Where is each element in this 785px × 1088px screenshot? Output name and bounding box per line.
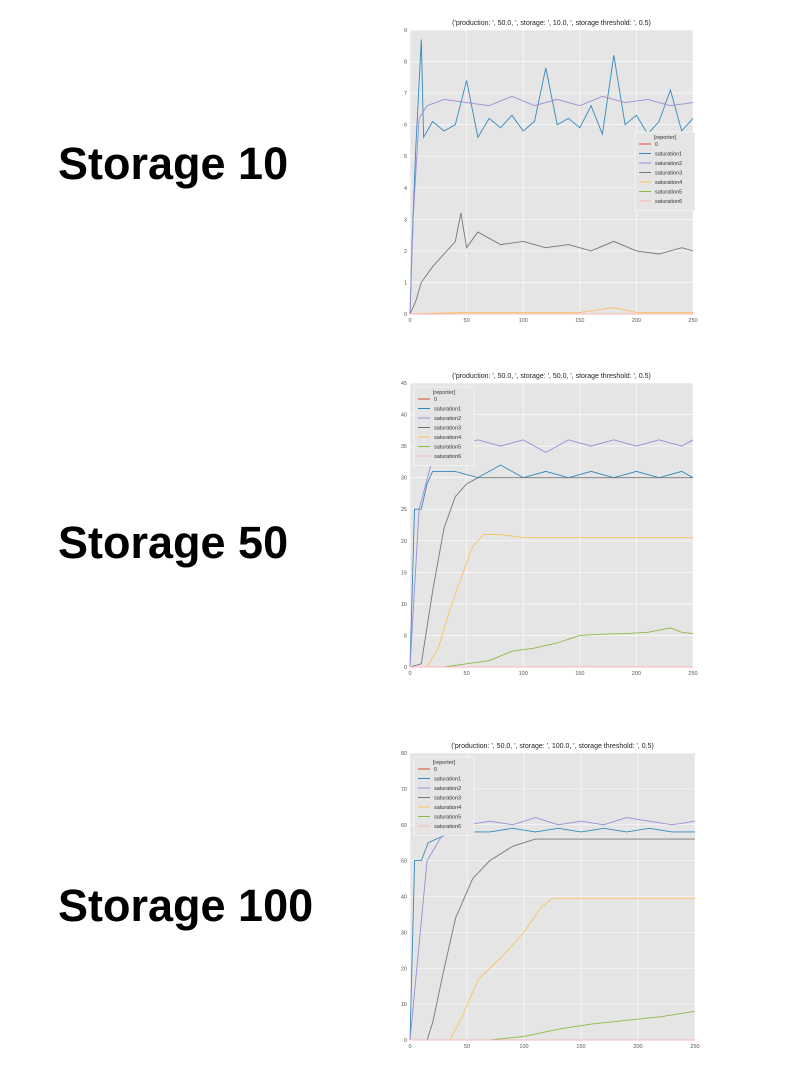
y-tick-label: 2 — [404, 249, 407, 255]
legend-entry: saturation2 — [434, 416, 461, 422]
y-tick-label: 45 — [401, 381, 407, 387]
y-tick-label: 40 — [401, 895, 407, 901]
legend-entry: 0 — [434, 767, 437, 773]
x-tick-label: 100 — [519, 1044, 528, 1050]
legend-entry: saturation4 — [434, 435, 461, 441]
y-tick-label: 50 — [401, 859, 407, 865]
series-line-saturation3 — [410, 838, 695, 1041]
x-tick-label: 250 — [688, 318, 697, 324]
legend-entry: saturation1 — [434, 407, 461, 413]
x-tick-label: 0 — [408, 671, 411, 677]
y-tick-label: 30 — [401, 930, 407, 936]
y-tick-label: 5 — [404, 633, 407, 639]
legend-title: [reporter] — [433, 390, 456, 396]
series-line-saturation1 — [409, 827, 695, 1041]
y-tick-label: 9 — [404, 28, 407, 34]
legend-entry: saturation2 — [655, 161, 682, 167]
x-tick-label: 150 — [575, 671, 584, 677]
legend-title: [reporter] — [433, 760, 456, 766]
chart-storage-50: ('production: ', 50.0, ', storage: ', 50… — [401, 373, 698, 677]
x-tick-label: 0 — [408, 318, 411, 324]
x-tick-label: 100 — [519, 671, 528, 677]
x-tick-label: 0 — [408, 1044, 411, 1050]
x-tick-label: 200 — [632, 318, 641, 324]
y-tick-label: 7 — [404, 91, 407, 97]
legend-entry: 0 — [434, 397, 437, 403]
legend-entry: saturation3 — [434, 426, 461, 432]
x-tick-label: 50 — [464, 671, 470, 677]
y-tick-label: 20 — [401, 966, 407, 972]
series-line-saturation2 — [409, 95, 694, 315]
y-tick-label: 70 — [401, 787, 407, 793]
x-tick-label: 100 — [519, 318, 528, 324]
series-line-saturation5 — [410, 1010, 696, 1041]
legend-title: [reporter] — [654, 135, 677, 141]
legend-box — [413, 756, 475, 836]
legend-entry: saturation1 — [434, 777, 461, 783]
x-tick-label: 50 — [464, 1044, 470, 1050]
y-tick-label: 30 — [401, 476, 407, 482]
y-tick-label: 20 — [401, 539, 407, 545]
y-tick-label: 60 — [401, 823, 407, 829]
legend-entry: saturation4 — [434, 805, 461, 811]
y-tick-label: 4 — [404, 186, 407, 192]
series-line-saturation3 — [409, 477, 693, 668]
y-tick-label: 1 — [404, 280, 407, 286]
y-tick-label: 15 — [401, 570, 407, 576]
legend-box — [413, 386, 475, 466]
heading-storage-10: Storage 10 — [58, 138, 289, 189]
legend-entry: saturation3 — [434, 796, 461, 802]
series-line-saturation1 — [409, 39, 694, 315]
legend-entry: saturation6 — [434, 824, 461, 830]
legend-entry: saturation5 — [434, 815, 461, 821]
chart-title: ('production: ', 50.0, ', storage: ', 50… — [452, 373, 651, 380]
series-line-saturation3 — [409, 212, 694, 315]
y-tick-label: 0 — [404, 1038, 407, 1044]
y-tick-label: 25 — [401, 507, 407, 513]
legend-box — [634, 131, 696, 211]
y-tick-label: 8 — [404, 60, 407, 66]
series-line-saturation4 — [410, 897, 695, 1041]
heading-storage-50: Storage 50 — [58, 517, 289, 568]
chart-title: ('production: ', 50.0, ', storage: ', 10… — [451, 743, 654, 750]
legend-entry: saturation6 — [434, 454, 461, 460]
legend-entry: saturation5 — [434, 445, 461, 451]
x-tick-label: 50 — [464, 318, 470, 324]
heading-storage-100: Storage 100 — [58, 880, 314, 931]
x-tick-label: 150 — [575, 318, 584, 324]
legend-entry: saturation6 — [655, 199, 682, 205]
legend-entry: saturation2 — [434, 786, 461, 792]
y-tick-label: 0 — [404, 312, 407, 318]
legend-entry: saturation3 — [655, 171, 682, 177]
y-tick-label: 0 — [404, 665, 407, 671]
x-tick-label: 200 — [632, 671, 641, 677]
chart-storage-100: ('production: ', 50.0, ', storage: ', 10… — [401, 743, 700, 1050]
x-tick-label: 150 — [576, 1044, 585, 1050]
y-tick-label: 40 — [401, 413, 407, 419]
y-tick-label: 10 — [401, 602, 407, 608]
y-tick-label: 10 — [401, 1002, 407, 1008]
y-tick-label: 6 — [404, 123, 407, 129]
legend-entry: 0 — [655, 142, 658, 148]
legend-entry: saturation4 — [655, 180, 682, 186]
legend-entry: saturation5 — [655, 190, 682, 196]
x-tick-label: 200 — [633, 1044, 642, 1050]
series-line-saturation4 — [410, 534, 693, 668]
x-tick-label: 250 — [690, 1044, 699, 1050]
y-tick-label: 3 — [404, 217, 407, 223]
y-tick-label: 80 — [401, 751, 407, 757]
legend-entry: saturation1 — [655, 152, 682, 158]
y-tick-label: 35 — [401, 444, 407, 450]
chart-title: ('production: ', 50.0, ', storage: ', 10… — [452, 20, 651, 27]
x-tick-label: 250 — [688, 671, 697, 677]
series-line-saturation5 — [410, 627, 694, 668]
y-tick-label: 5 — [404, 154, 407, 160]
chart-storage-10: ('production: ', 50.0, ', storage: ', 10… — [404, 20, 698, 324]
series-line-saturation4 — [409, 307, 693, 315]
